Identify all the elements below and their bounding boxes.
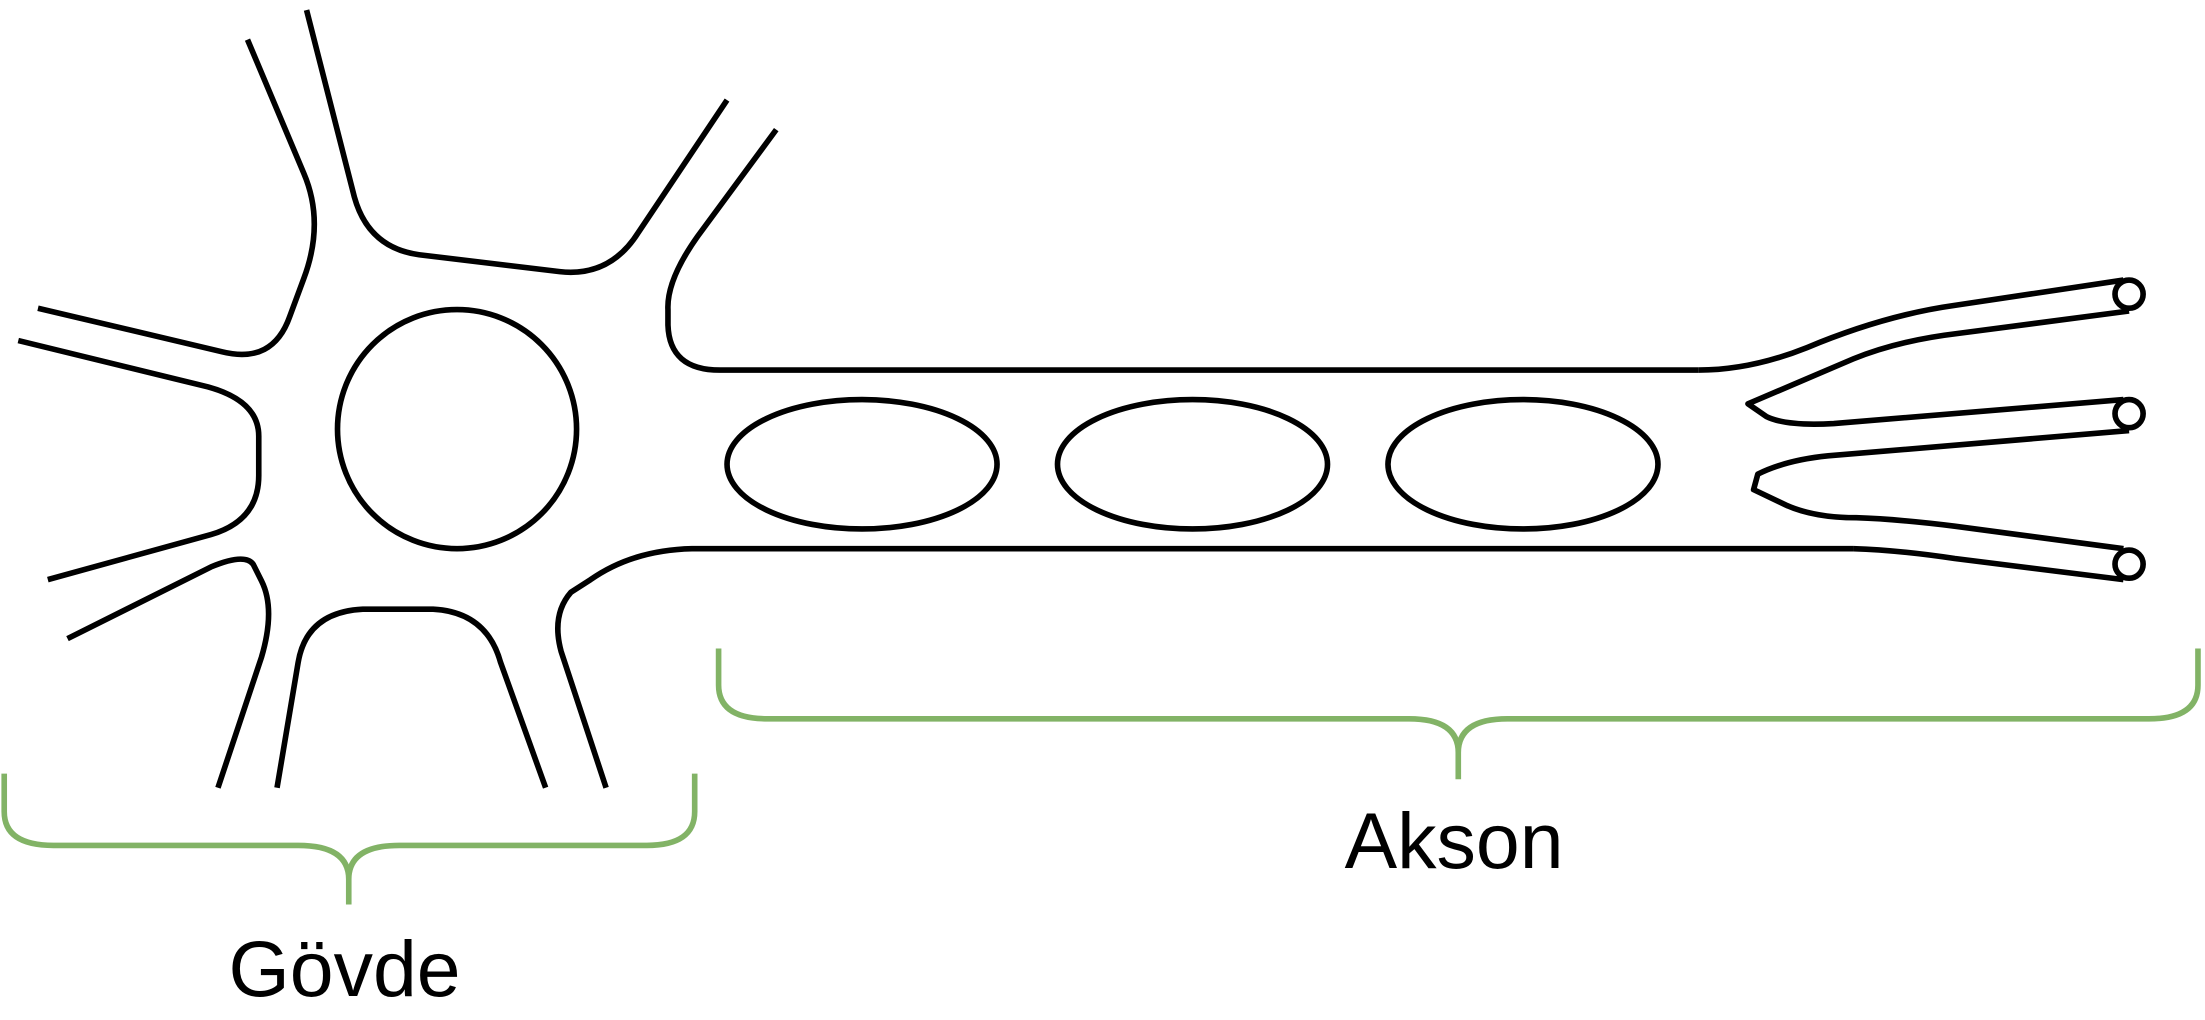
axon-brace xyxy=(715,648,2201,780)
dendrite-bottom-right xyxy=(555,545,1854,789)
dendrite-bottom-left xyxy=(66,556,272,789)
dendrite-top-left xyxy=(37,38,318,358)
dendrite-top-right xyxy=(665,127,1699,373)
soma-brace xyxy=(1,773,698,905)
axon-terminal-branch-bottom-inner xyxy=(1750,427,2130,552)
dendrite-top xyxy=(303,9,730,276)
dendrite-bottom xyxy=(274,606,549,789)
synaptic-terminal-2 xyxy=(2112,396,2146,431)
axon-label: Akson xyxy=(1345,797,1564,885)
axon-terminal-branch-bottom xyxy=(1853,545,2124,583)
axon xyxy=(724,277,2146,583)
axon-terminal-branch-top-inner xyxy=(1745,308,2130,427)
myelin-sheath-2 xyxy=(1054,396,1331,532)
soma-label: Gövde xyxy=(229,925,461,1013)
dendrite-left xyxy=(17,337,262,583)
synaptic-terminal-3 xyxy=(2112,547,2146,582)
nucleus xyxy=(334,306,580,552)
myelin-sheath-1 xyxy=(724,396,1000,532)
myelin-sheath-3 xyxy=(1385,396,1661,532)
synaptic-terminal-1 xyxy=(2112,277,2146,312)
axon-terminal-branch-top xyxy=(1698,277,2124,373)
soma xyxy=(17,9,1854,789)
